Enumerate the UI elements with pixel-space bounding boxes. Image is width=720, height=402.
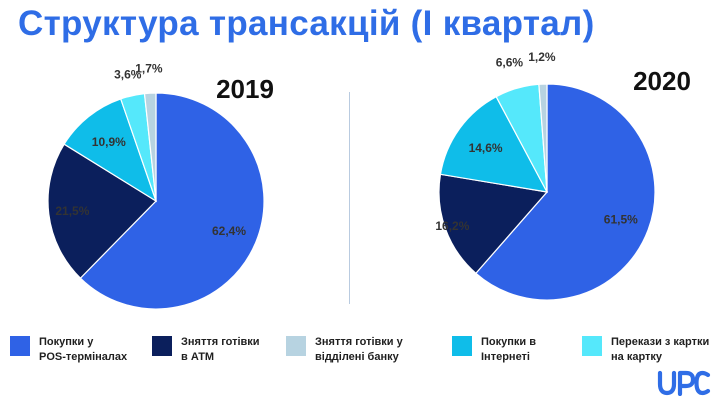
legend-item-pos: Покупки у POS-терміналах bbox=[10, 336, 127, 365]
legend-label-branch: Зняття готівки у відділені банку bbox=[315, 336, 403, 363]
page-title: Структура трансакцій (І квартал) bbox=[18, 4, 595, 43]
legend-item-atm: Зняття готівки в АТМ bbox=[152, 336, 260, 365]
legend-item-transfer: Перекази з картки на картку bbox=[582, 336, 709, 365]
pie-label-2019-pos: 62,4% bbox=[212, 224, 246, 238]
pie-slice-2020-atm bbox=[438, 173, 549, 275]
pie-label-2019-branch: 1,7% bbox=[135, 61, 163, 75]
chart-divider bbox=[349, 92, 350, 304]
pie-title-2019: 2019 bbox=[216, 74, 274, 104]
legend-swatch-atm bbox=[152, 336, 172, 356]
pie-chart-2020: 61,5% 16,2% 14,6% 6,6% 1,2% 2020 bbox=[435, 50, 691, 301]
pie-chart-2019: 62,4% 21,5% 10,9% 3,6%1,7% 2019 bbox=[47, 61, 274, 310]
legend-item-internet: Покупки в Інтернеті bbox=[452, 336, 536, 365]
pie-label-2020-internet: 14,6% bbox=[469, 141, 503, 155]
legend-label-pos: Покупки у POS-терміналах bbox=[39, 336, 128, 363]
pie-label-2019-transfer: 3,6% bbox=[114, 68, 142, 82]
legend-swatch-branch bbox=[286, 336, 306, 356]
pie-slice-2020-pos bbox=[475, 83, 656, 301]
pie-label-2020-branch: 1,2% bbox=[528, 50, 556, 64]
pie-label-2019-atm: 21,5% bbox=[55, 204, 89, 218]
pie-slice-2019-pos bbox=[79, 92, 265, 310]
pie-slice-2019-atm bbox=[47, 143, 157, 279]
legend-label-transfer: Перекази з картки на картку bbox=[611, 336, 710, 363]
pie-slice-2020-internet bbox=[439, 95, 549, 193]
pie-slice-2020-branch bbox=[538, 83, 548, 193]
legend-swatch-internet bbox=[452, 336, 472, 356]
legend-label-internet: Покупки в Інтернеті bbox=[481, 336, 536, 363]
legend-swatch-pos bbox=[10, 336, 30, 356]
pie-slice-2019-branch bbox=[143, 92, 157, 202]
upc-logo bbox=[657, 370, 711, 396]
pie-label-2020-transfer: 6,6% bbox=[496, 55, 524, 69]
legend-swatch-transfer bbox=[582, 336, 602, 356]
pie-label-2020-atm: 16,2% bbox=[435, 219, 469, 233]
pie-label-2019-internet: 10,9% bbox=[92, 135, 126, 149]
legend-item-branch: Зняття готівки у відділені банку bbox=[286, 336, 403, 365]
pie-title-2020: 2020 bbox=[633, 66, 691, 96]
pie-label-2020-pos: 61,5% bbox=[604, 213, 638, 227]
legend-label-atm: Зняття готівки в АТМ bbox=[181, 336, 260, 363]
pie-slice-2019-internet bbox=[63, 98, 158, 203]
